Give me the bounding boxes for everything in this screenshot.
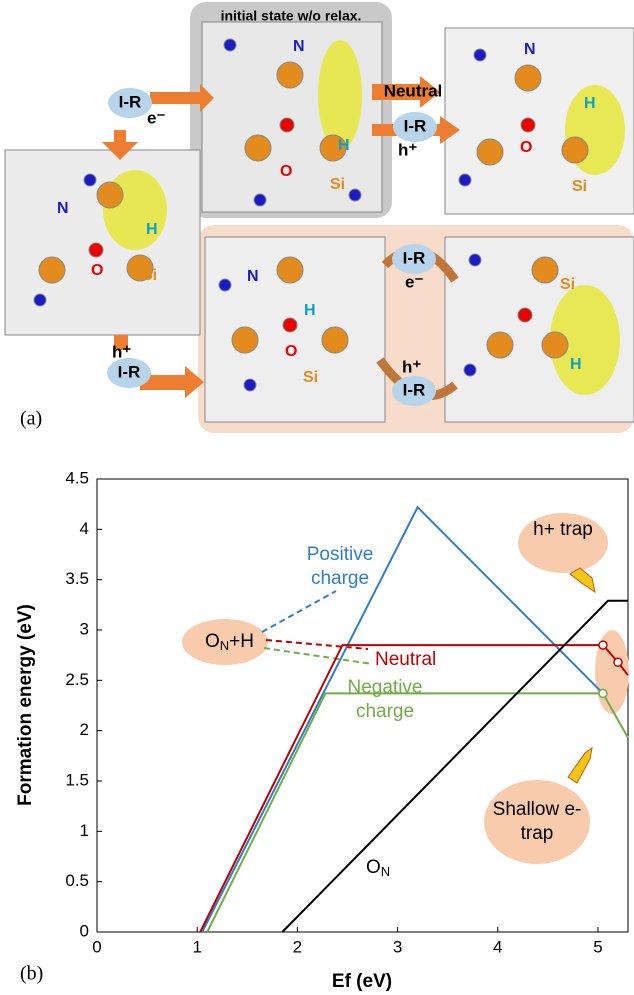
series-label: Negative charge: [335, 676, 435, 724]
atom-label: Si: [303, 369, 318, 386]
ir-label: I-R: [119, 92, 142, 111]
atom-label: O: [91, 262, 103, 279]
panel-label: (b): [20, 963, 43, 985]
series-label: Neutral: [375, 648, 465, 672]
y-tick-label: 4.5: [65, 468, 89, 487]
panel-label: (a): [20, 408, 42, 430]
atom-label: H: [570, 356, 582, 373]
initial-state-title: initial state w/o relax.: [221, 8, 362, 24]
atom-label: N: [57, 200, 69, 217]
ir-label: I-R: [403, 380, 426, 399]
x-tick-label: 1: [192, 937, 201, 956]
atom-label: H: [304, 302, 316, 319]
y-tick-label: 2.5: [65, 670, 89, 689]
carrier-label: h⁺: [112, 342, 131, 361]
x-tick-label: 0: [92, 937, 101, 956]
ir-label: I-R: [118, 362, 141, 381]
carrier-label: e⁻: [147, 108, 165, 127]
y-tick-label: 0: [80, 921, 89, 940]
y-tick-label: 1: [80, 821, 89, 840]
y-tick-label: 4: [80, 519, 89, 538]
x-tick-label: 3: [393, 937, 402, 956]
structure-images: [5, 22, 634, 422]
series-label: Positive charge: [290, 543, 390, 591]
atom-label: N: [247, 268, 259, 285]
y-tick-label: 3.5: [65, 569, 89, 588]
atom-label: N: [293, 38, 305, 55]
atom-label: Si: [330, 176, 345, 193]
atom-label: Si: [142, 267, 157, 284]
carrier-label: h⁺: [398, 140, 417, 159]
atom-label: H: [146, 221, 158, 238]
point-marker: [599, 641, 607, 649]
atom-label: O: [285, 343, 297, 360]
atom-label: Si: [572, 178, 587, 195]
y-tick-label: 1.5: [65, 770, 89, 789]
atom-label: O: [280, 163, 292, 180]
x-tick-label: 5: [593, 937, 602, 956]
neutral-label: Neutral: [384, 81, 443, 100]
carrier-label: h⁺: [402, 357, 421, 376]
x-tick-label: 2: [293, 937, 302, 956]
carrier-label: e⁻: [405, 272, 423, 291]
atom-label: H: [584, 95, 596, 112]
y-tick-label: 2: [80, 720, 89, 739]
point-marker: [614, 658, 622, 666]
atom-label: Si: [560, 276, 575, 293]
y-tick-label: 0.5: [65, 871, 89, 890]
atom-label: O: [520, 139, 532, 156]
y-axis-label: Formation energy (eV): [15, 604, 36, 806]
atom-label: H: [338, 137, 350, 154]
page: initial state w/o relax. N H O Si N H O …: [0, 0, 634, 995]
h-trap-label: h+ trap: [528, 518, 598, 542]
e-trap-label: Shallow e- trap: [484, 798, 590, 846]
point-marker: [599, 689, 607, 697]
y-tick-label: 3: [80, 619, 89, 638]
trap-arrow: [570, 568, 595, 592]
o-n-h-label: ON+H: [205, 631, 254, 653]
x-tick-label: 4: [493, 937, 502, 956]
o-n-label: ON: [366, 857, 390, 879]
ir-label: I-R: [403, 248, 426, 267]
ir-label: I-R: [404, 116, 427, 135]
x-axis-label: Ef (eV): [332, 971, 392, 992]
atom-label: N: [524, 41, 536, 58]
trap-arrow: [568, 748, 592, 783]
